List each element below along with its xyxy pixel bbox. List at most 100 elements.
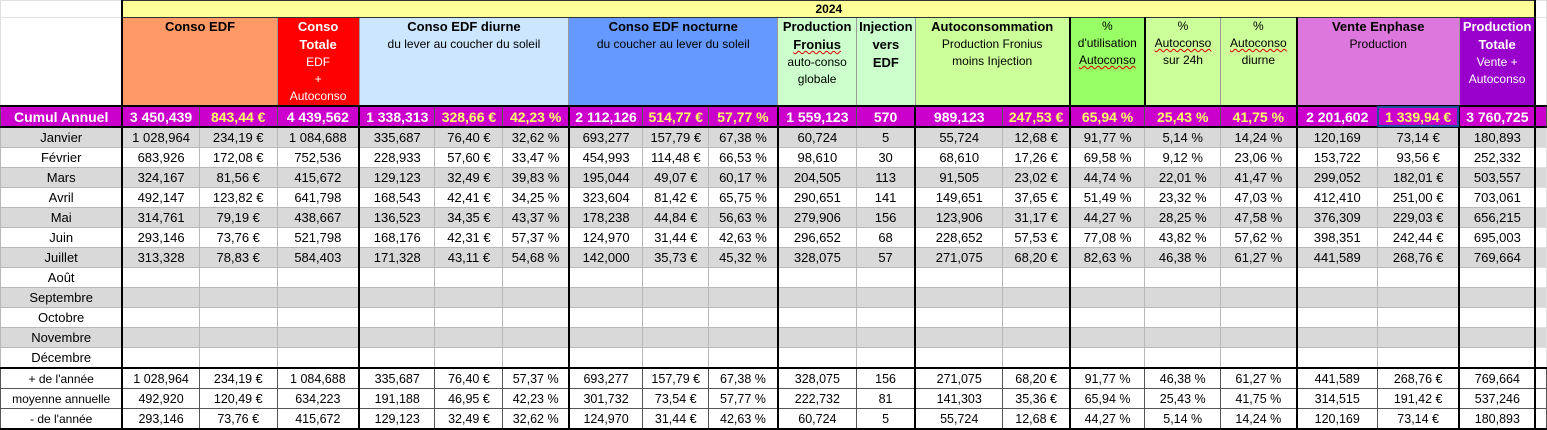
cell-value[interactable]: 14,24 % [1220, 126, 1298, 148]
cell-value[interactable]: 28,25 % [1144, 207, 1222, 228]
cell-value[interactable]: 17,26 € [1002, 147, 1071, 168]
row-label[interactable]: Juillet [0, 247, 123, 268]
cell-value[interactable] [1376, 267, 1460, 288]
cell-value[interactable]: 222,732 [776, 388, 858, 409]
cell-value[interactable]: 2 112,126 [567, 105, 644, 128]
cell-value[interactable] [1458, 267, 1537, 288]
cell-value[interactable]: 178,238 [567, 207, 644, 228]
cell-value[interactable]: 3 760,725 [1458, 105, 1537, 128]
row-label[interactable]: - de l'année [0, 408, 123, 430]
cell-value[interactable]: 570 [856, 105, 916, 128]
cell-value[interactable]: 45,32 % [708, 247, 779, 268]
cell-value[interactable]: 73,14 € [1376, 126, 1460, 148]
cell-value[interactable]: 438,667 [276, 207, 360, 228]
cell-blank[interactable] [1534, 0, 1547, 18]
cell-value[interactable]: 989,123 [914, 105, 1004, 128]
cell-blank[interactable] [0, 0, 123, 18]
cell-blank[interactable] [1534, 147, 1547, 168]
cell-value[interactable]: 57 [856, 247, 916, 268]
year-label[interactable]: 2024 [121, 0, 1537, 18]
cell-value[interactable]: 252,332 [1458, 147, 1537, 168]
cell-value[interactable]: 57,53 € [1002, 227, 1071, 248]
cell-value[interactable]: 12,68 € [1002, 126, 1071, 148]
cell-value[interactable]: 44,27 % [1068, 408, 1146, 430]
cell-value[interactable] [856, 327, 916, 348]
cell-value[interactable] [358, 327, 436, 348]
cell-value[interactable] [1376, 347, 1460, 369]
cell-value[interactable]: 47,58 % [1220, 207, 1298, 228]
cell-value[interactable] [856, 347, 916, 369]
cell-value[interactable]: 68 [856, 227, 916, 248]
cell-blank[interactable] [1534, 307, 1547, 328]
cell-value[interactable]: 46,38 % [1144, 367, 1222, 389]
header-injection[interactable]: Injection vers EDF [856, 17, 916, 107]
cell-value[interactable]: 271,075 [914, 247, 1004, 268]
cell-value[interactable]: 1 559,123 [776, 105, 858, 128]
cell-value[interactable]: 415,672 [276, 167, 360, 188]
cell-value[interactable]: 65,94 % [1068, 388, 1146, 409]
cell-value[interactable]: 247,53 € [1002, 105, 1071, 128]
cell-value[interactable] [914, 287, 1004, 308]
cell-value[interactable]: 182,01 € [1376, 167, 1460, 188]
cell-value[interactable]: 180,893 [1458, 408, 1537, 430]
cell-value[interactable]: 12,68 € [1002, 408, 1071, 430]
cell-value[interactable] [276, 287, 360, 308]
cell-value[interactable]: 656,215 [1458, 207, 1537, 228]
header-fronius[interactable]: Production Fronius auto-conso globale [777, 17, 858, 107]
cell-value[interactable]: 35,73 € [642, 247, 710, 268]
cell-value[interactable]: 153,722 [1295, 147, 1378, 168]
header-pct-24h[interactable]: % Autoconso sur 24h [1144, 17, 1222, 107]
cell-value[interactable] [914, 327, 1004, 348]
cell-blank[interactable] [1534, 347, 1547, 369]
cell-value[interactable]: 641,798 [276, 187, 360, 208]
cell-value[interactable]: 22,01 % [1144, 167, 1222, 188]
cell-value[interactable] [358, 287, 436, 308]
cell-value[interactable]: 129,123 [358, 167, 436, 188]
header-enphase[interactable]: Vente Enphase Production [1295, 17, 1460, 107]
cell-value[interactable]: 39,83 % [502, 167, 570, 188]
cell-value[interactable]: 323,604 [567, 187, 644, 208]
cell-value[interactable] [198, 287, 278, 308]
cell-value[interactable]: 683,926 [121, 147, 200, 168]
cell-value[interactable] [1002, 307, 1071, 328]
cell-value[interactable] [198, 347, 278, 369]
cell-value[interactable] [708, 307, 779, 328]
cell-value[interactable]: 228,933 [358, 147, 436, 168]
cell-value[interactable]: 65,94 % [1068, 105, 1146, 128]
cell-value[interactable]: 55,724 [914, 126, 1004, 148]
cell-value[interactable]: 293,146 [121, 408, 200, 430]
cell-value[interactable]: 703,061 [1458, 187, 1537, 208]
cell-value[interactable] [198, 327, 278, 348]
cell-value[interactable]: 335,687 [358, 367, 436, 389]
cell-value[interactable]: 1 084,688 [276, 367, 360, 389]
cell-blank[interactable] [1534, 126, 1547, 148]
cell-value[interactable]: 41,47 % [1220, 167, 1298, 188]
cell-value[interactable]: 67,38 % [708, 367, 779, 389]
cell-value[interactable]: 1 339,94 € [1376, 105, 1460, 128]
cell-value[interactable] [914, 267, 1004, 288]
cell-value[interactable]: 296,652 [776, 227, 858, 248]
cell-value[interactable]: 67,38 % [708, 126, 779, 148]
cell-value[interactable]: 25,43 % [1144, 388, 1222, 409]
cell-value[interactable] [502, 307, 570, 328]
cell-value[interactable]: 168,176 [358, 227, 436, 248]
cell-value[interactable]: 32,49 € [434, 167, 504, 188]
cell-value[interactable] [358, 267, 436, 288]
cell-value[interactable] [776, 267, 858, 288]
cell-value[interactable]: 32,62 % [502, 126, 570, 148]
cell-value[interactable] [1295, 347, 1378, 369]
cell-value[interactable]: 49,07 € [642, 167, 710, 188]
cell-value[interactable] [434, 287, 504, 308]
row-label[interactable]: Mars [0, 167, 123, 188]
cell-value[interactable] [642, 267, 710, 288]
cell-value[interactable]: 69,58 % [1068, 147, 1146, 168]
cell-value[interactable]: 73,76 € [198, 408, 278, 430]
cell-value[interactable] [1068, 287, 1146, 308]
cell-value[interactable]: 376,309 [1295, 207, 1378, 228]
cell-value[interactable]: 136,523 [358, 207, 436, 228]
cell-value[interactable]: 769,664 [1458, 367, 1537, 389]
cell-value[interactable] [1002, 287, 1071, 308]
cell-blank[interactable] [1534, 367, 1547, 389]
cell-value[interactable] [1144, 267, 1222, 288]
cell-blank[interactable] [1534, 287, 1547, 308]
